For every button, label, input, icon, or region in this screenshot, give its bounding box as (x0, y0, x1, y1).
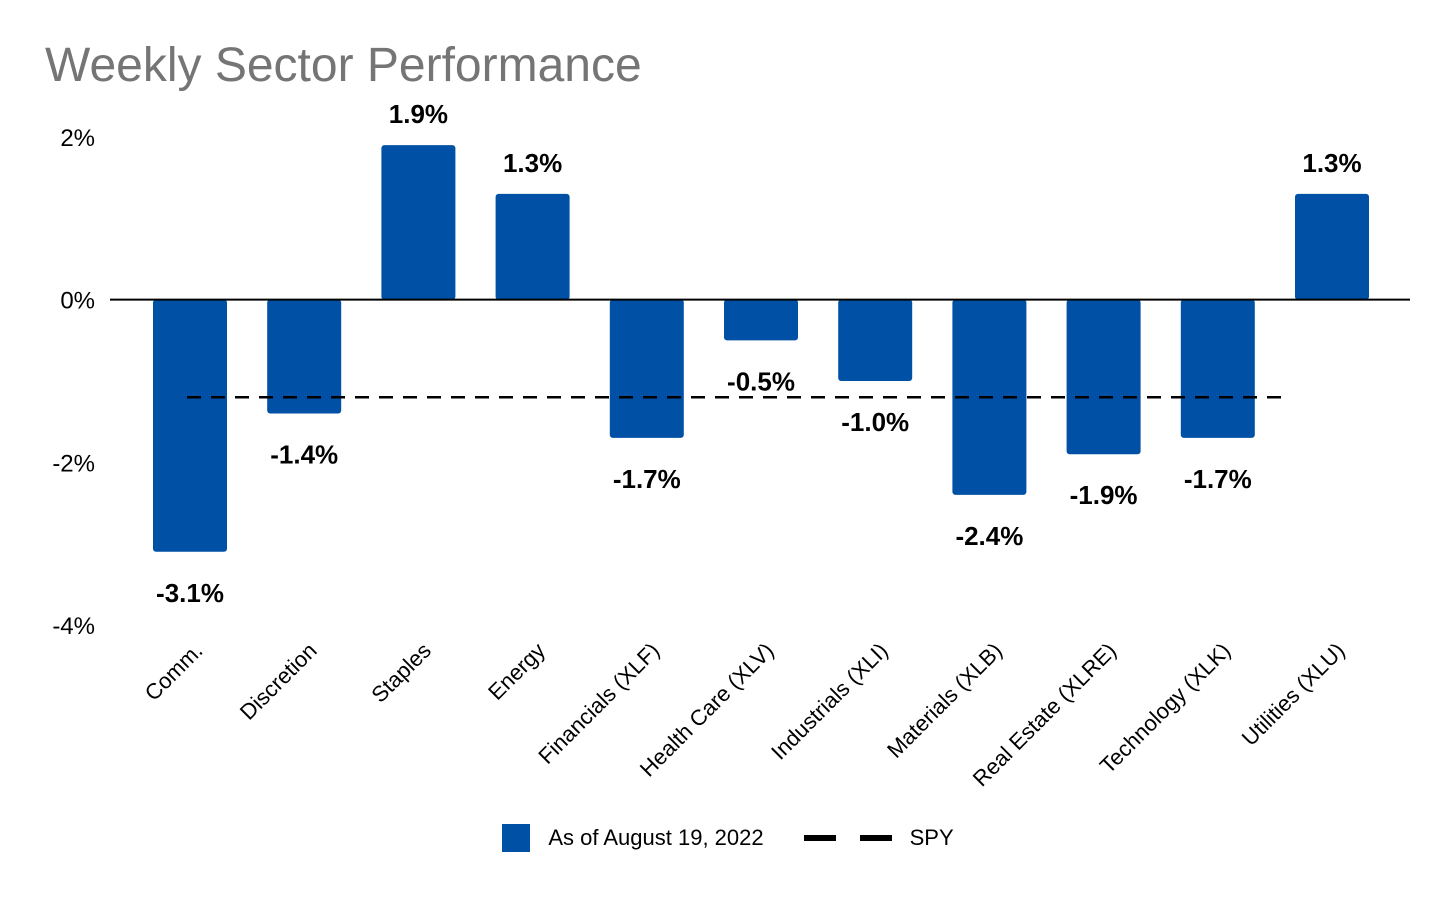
data-label: -1.7% (613, 464, 681, 494)
data-labels: -3.1% -1.4% 1.9% 1.3% -1.7% -0.5% -1.0% -2.4% -1… (156, 99, 1362, 608)
y-tick-label: -2% (52, 450, 95, 477)
category-label: Financials (XLF) (533, 638, 664, 769)
data-label: 1.3% (503, 148, 562, 178)
data-label: 1.3% (1302, 148, 1361, 178)
legend-label-spy: SPY (909, 825, 954, 850)
data-label: -1.0% (841, 407, 909, 437)
legend-swatch-dashed-line (803, 835, 892, 841)
data-label: -3.1% (156, 578, 224, 608)
bar (495, 193, 570, 300)
data-label: -2.4% (955, 521, 1023, 551)
category-label: Utilities (XLU) (1237, 638, 1350, 751)
data-label: -1.4% (270, 440, 338, 470)
legend-label-sector: As of August 19, 2022 (548, 825, 764, 850)
category-label: Staples (366, 638, 436, 708)
bar (838, 299, 913, 381)
bars (153, 145, 1369, 552)
category-label: Industrials (XLI) (766, 638, 893, 765)
data-label: -1.9% (1070, 480, 1138, 510)
category-label: Energy (483, 638, 550, 705)
bar (724, 299, 798, 341)
legend-item-spy: SPY (803, 825, 954, 851)
chart-title: Weekly Sector Performance (45, 39, 642, 92)
bar (609, 299, 684, 438)
y-tick-label: 2% (60, 125, 95, 152)
data-label: -0.5% (727, 366, 795, 396)
bar (1066, 299, 1141, 455)
bar (267, 299, 342, 414)
data-label: -1.7% (1184, 464, 1252, 494)
bar (1295, 193, 1369, 300)
legend-item-sector: As of August 19, 2022 (502, 824, 764, 852)
y-axis-ticks: 2% 0% -2% -4% (52, 125, 95, 640)
data-label: 1.9% (389, 99, 448, 129)
bar (1180, 299, 1255, 438)
legend-swatch-bar (502, 824, 531, 852)
category-label: Comm. (140, 638, 208, 706)
category-label: Discretion (235, 638, 322, 725)
y-tick-label: 0% (60, 288, 95, 315)
bar (381, 145, 456, 300)
bar (153, 299, 227, 552)
legend: As of August 19, 2022 SPY (0, 824, 1456, 852)
category-label: Materials (XLB) (882, 638, 1007, 763)
y-tick-label: -4% (52, 613, 95, 640)
